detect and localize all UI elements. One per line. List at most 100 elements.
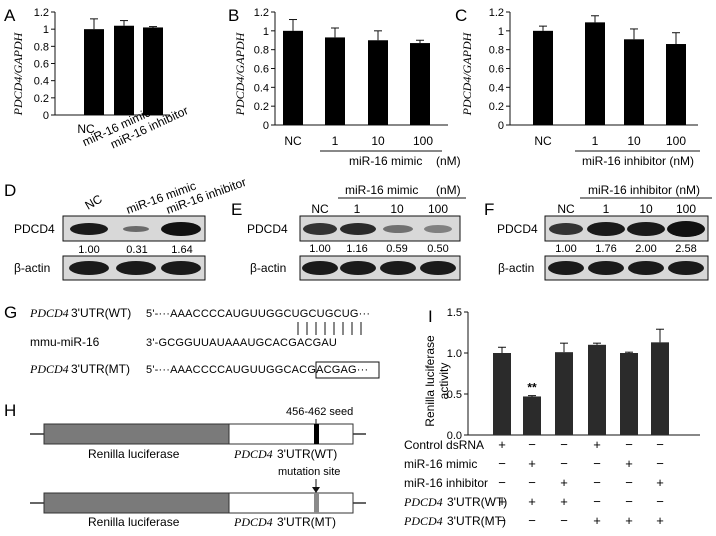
- panel-c-ylabel: PDCD4/GAPDH: [460, 31, 474, 116]
- y-tick-label: 0.4: [34, 76, 49, 88]
- bar: [555, 352, 573, 435]
- plus-sign: +: [560, 494, 568, 509]
- panel-d-band: [123, 226, 149, 232]
- minus-sign: −: [498, 475, 506, 490]
- panel-d-row1-label: PDCD4: [14, 222, 55, 236]
- panel-h-wt-gene: PDCD4: [233, 447, 273, 461]
- panel-i-bars: [493, 328, 669, 435]
- y-tick-label: 0.6: [489, 64, 504, 76]
- plus-sign: +: [498, 494, 506, 509]
- y-tick-label: 0.6: [34, 59, 49, 71]
- panel-c-bars: [533, 15, 686, 126]
- bar: [325, 37, 345, 125]
- y-tick-label: 1.2: [254, 7, 269, 19]
- panel-a-bars: [84, 18, 163, 116]
- panel-h-seed-mark: [314, 424, 319, 444]
- panel-g-mirna-label: mmu-miR-16: [30, 335, 100, 349]
- minus-sign: −: [528, 475, 536, 490]
- panel-f-value: 1.00: [555, 243, 576, 255]
- panel-e-value: 0.59: [386, 243, 407, 255]
- condition-gene: PDCD4: [403, 514, 443, 528]
- panel-i-ylabel-line2: activity: [437, 363, 451, 400]
- panel-f-value: 1.76: [595, 243, 616, 255]
- panel-e-row2-label: β-actin: [250, 261, 286, 275]
- panel-g-pairing-lines: [297, 322, 362, 335]
- plus-sign: +: [593, 437, 601, 452]
- panel-h-wt-reporter-box: [43, 423, 230, 445]
- panel-c-xlabel-nc: NC: [534, 134, 552, 148]
- y-tick-label: 0.0: [447, 430, 462, 442]
- panel-b-bars: [283, 19, 430, 126]
- panel-i-ylabel-line1: Renilla luciferase: [423, 335, 437, 427]
- panel-h-wt-label: 3'UTR(WT): [277, 447, 337, 461]
- panel-i-letter: I: [428, 307, 433, 326]
- panel-b-xlabel-100: 100: [413, 134, 433, 148]
- panel-f-band: [588, 261, 624, 275]
- panel-b: B PDCD4/GAPDH 00.20.40.60.811.2 NC 1 10 …: [228, 6, 461, 168]
- bar: [588, 344, 606, 435]
- panel-h-mt-label: 3'UTR(MT): [277, 515, 336, 529]
- bar: [620, 353, 638, 435]
- minus-sign: −: [625, 437, 633, 452]
- panel-a-ylabel: PDCD4/GAPDH: [11, 31, 25, 116]
- panel-e-band: [420, 261, 456, 275]
- plus-sign: +: [625, 513, 633, 528]
- panel-c: C PDCD4/GAPDH 00.20.40.60.811.2 NC 1 10 …: [455, 6, 700, 168]
- minus-sign: −: [656, 437, 664, 452]
- minus-sign: −: [656, 456, 664, 471]
- panel-g-mutation-box: [315, 361, 380, 379]
- panel-c-xlabel-10: 10: [627, 134, 641, 148]
- panel-h-seed-label: 456-462 seed: [286, 406, 353, 418]
- panel-d-value: 0.31: [126, 244, 147, 256]
- minus-sign: −: [560, 437, 568, 452]
- bar: [143, 27, 163, 116]
- panel-b-xlabel-10: 10: [371, 134, 385, 148]
- panel-f: F miR-16 inhibitor (nM) NC 1 10 100 PDCD…: [484, 183, 712, 281]
- panel-e-value: 1.00: [309, 243, 330, 255]
- panel-f-group: miR-16 inhibitor (nM): [588, 183, 700, 197]
- panel-f-band: [548, 261, 584, 275]
- panel-h-mt-gene: PDCD4: [233, 515, 273, 529]
- panel-e-row1-label: PDCD4: [247, 222, 288, 236]
- minus-sign: −: [625, 475, 633, 490]
- panel-d-value: 1.00: [78, 244, 99, 256]
- panel-e-band: [383, 225, 413, 233]
- y-tick-label: 0.2: [489, 101, 504, 113]
- panel-a-xlabel-nc: NC: [77, 122, 95, 136]
- panel-f-band: [667, 221, 705, 237]
- plus-sign: +: [528, 494, 536, 509]
- panel-g-wt-sequence: 5'-···AAACCCCAUGUUGGCUGCUGCUG···: [146, 308, 370, 320]
- panel-f-header: 10: [639, 202, 653, 216]
- panel-e-band: [340, 261, 376, 275]
- condition-label: miR-16 mimic: [404, 457, 477, 471]
- panel-a: A PDCD4/GAPDH 00.20.40.60.811.2 NC miR-1…: [4, 6, 190, 151]
- bar: [651, 342, 669, 435]
- y-tick-label: 1: [43, 24, 49, 36]
- condition-label: 3'UTR(MT): [447, 514, 506, 528]
- plus-sign: +: [656, 475, 664, 490]
- panel-c-group-label: miR-16 inhibitor (nM): [582, 154, 694, 168]
- panel-g-gene-mt: PDCD4: [29, 362, 69, 376]
- bar: [84, 29, 104, 116]
- y-tick-label: 0.4: [489, 82, 504, 94]
- panel-e-header: 10: [390, 202, 404, 216]
- panel-f-band: [628, 261, 664, 275]
- panel-e-band: [380, 261, 416, 275]
- plus-sign: +: [656, 513, 664, 528]
- minus-sign: −: [593, 475, 601, 490]
- plus-sign: +: [625, 456, 633, 471]
- minus-sign: −: [625, 494, 633, 509]
- bar: [368, 40, 388, 125]
- panel-h-wt-reporter-label: Renilla luciferase: [88, 447, 180, 461]
- bar: [585, 22, 605, 125]
- y-tick-label: 1.2: [489, 7, 504, 19]
- minus-sign: −: [560, 513, 568, 528]
- panel-b-unit: (nM): [436, 154, 461, 168]
- panel-d-band: [69, 261, 109, 275]
- panel-f-letter: F: [484, 200, 494, 219]
- panel-f-row1-label: PDCD4: [497, 222, 538, 236]
- panel-e: E miR-16 mimic (nM) NC 1 10 100 PDCD4 1.…: [231, 183, 466, 281]
- y-tick-label: 0.8: [34, 41, 49, 53]
- panel-d-band: [161, 222, 201, 236]
- bar: [114, 25, 134, 115]
